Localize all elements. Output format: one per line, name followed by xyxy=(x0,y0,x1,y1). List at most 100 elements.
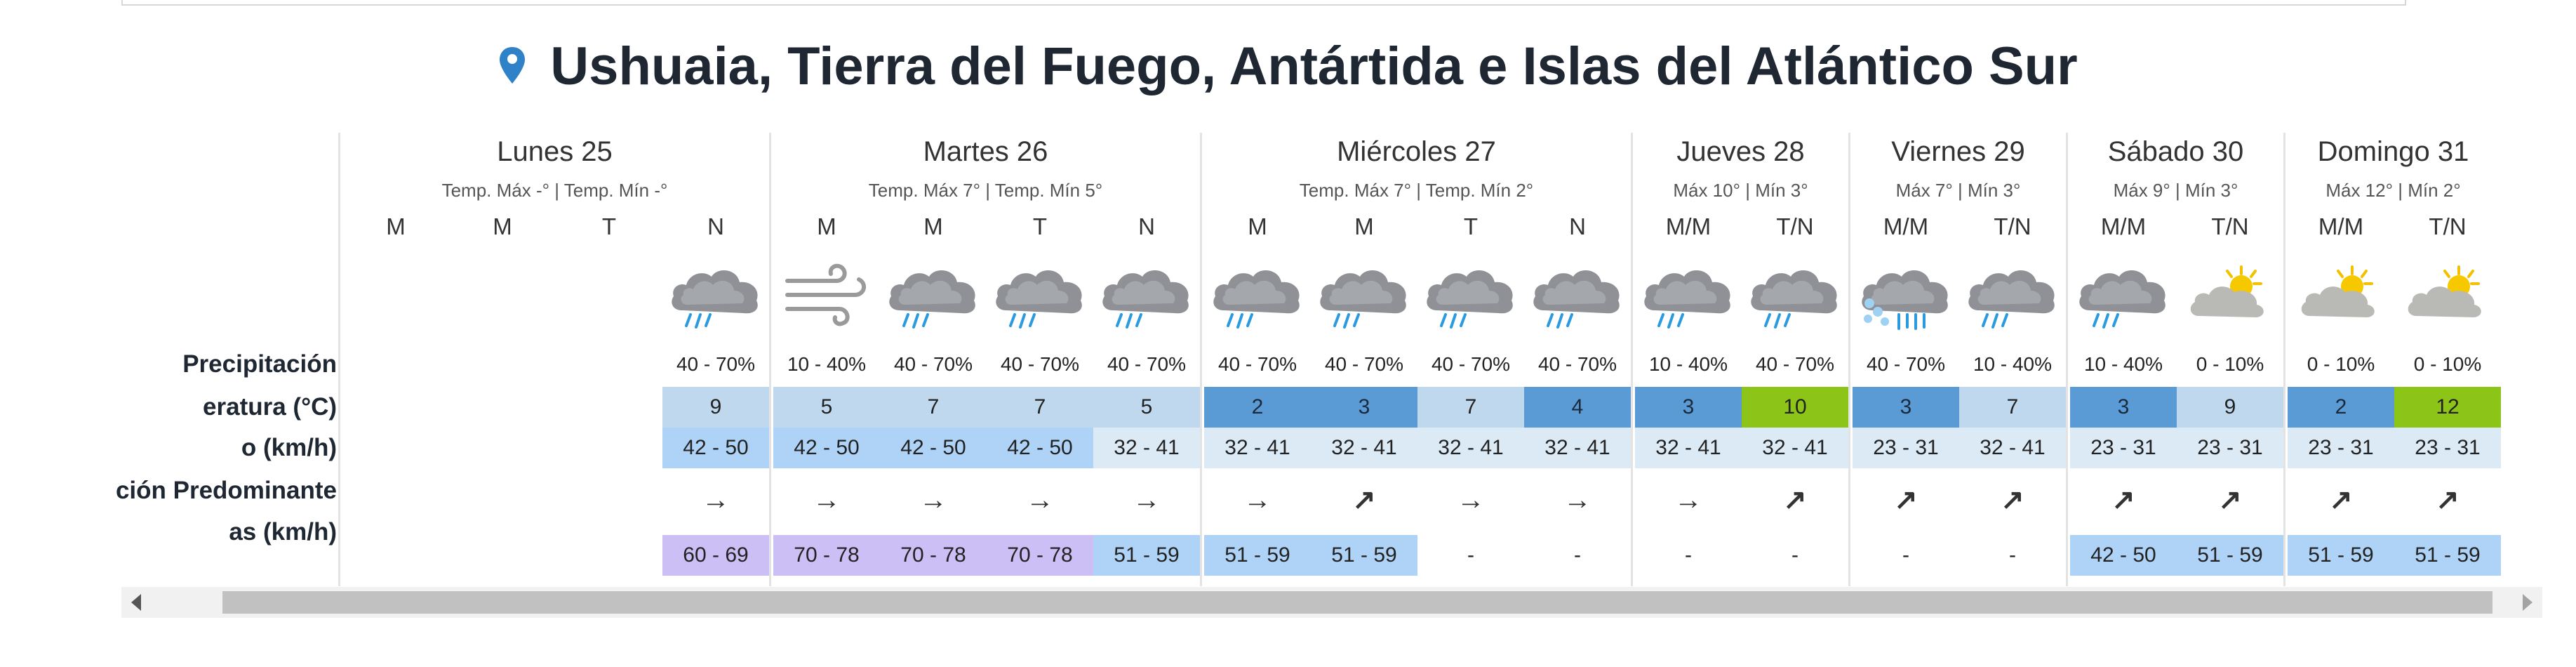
rain-cloud-icon xyxy=(1422,256,1520,333)
wind-speed-cell: 23 - 31 xyxy=(2070,428,2177,468)
precipitation-value: 40 - 70% xyxy=(1000,353,1080,375)
period-column: M 40 - 70% 2 32 - 41 → 51 - 59 xyxy=(1204,133,1311,586)
day-temp-range: Máx 12° | Mín 2° xyxy=(2325,180,2461,201)
precipitation-value: 40 - 70% xyxy=(1537,353,1617,375)
temperature-cell: 9 xyxy=(2177,387,2283,428)
wind-gust-cell: 70 - 78 xyxy=(773,535,880,576)
period-column: M/M 0 - 10% 2 23 - 31 ↗ 51 - 59 xyxy=(2288,133,2394,586)
period-label: T xyxy=(1032,213,1048,239)
period-label: T xyxy=(601,213,617,239)
wind-gust-cell: - xyxy=(1902,543,1909,567)
day-name: Sábado 30 xyxy=(2107,136,2244,167)
wind-speed-cell: 32 - 41 xyxy=(1742,428,1848,468)
rain-cloud-icon xyxy=(1315,256,1413,333)
wind-gust-cell: - xyxy=(1574,543,1581,567)
period-label: M/M xyxy=(1883,213,1929,239)
day-temp-range: Máx 10° | Mín 3° xyxy=(1673,180,1808,201)
temperature-cell: 4 xyxy=(1524,387,1631,428)
wind-speed-cell: 32 - 41 xyxy=(1959,428,2066,468)
wind-direction-icon: ↗ xyxy=(2218,484,2242,515)
period-label: N xyxy=(1138,213,1155,239)
wind-direction-icon: ↗ xyxy=(2436,484,2460,515)
period-column: T/N 0 - 10% 12 23 - 31 ↗ 51 - 59 xyxy=(2394,133,2501,586)
period-label: M xyxy=(493,213,512,239)
period-column: T/N 0 - 10% 9 23 - 31 ↗ 51 - 59 xyxy=(2177,133,2283,586)
wind-direction-icon: → xyxy=(1133,484,1161,515)
wind-gust-cell: 51 - 59 xyxy=(1204,535,1311,576)
precipitation-value: 40 - 70% xyxy=(893,353,973,375)
temperature-cell: 9 xyxy=(662,387,769,428)
snow-rain-icon xyxy=(1857,256,1955,333)
precipitation-value: 10 - 40% xyxy=(2083,353,2163,375)
day-name: Martes 26 xyxy=(923,136,1048,167)
wind-speed-cell: 32 - 41 xyxy=(1093,428,1200,468)
precipitation-value: 10 - 40% xyxy=(1648,353,1728,375)
scroll-left-arrow-icon[interactable] xyxy=(131,594,141,611)
precipitation-value: 40 - 70% xyxy=(676,353,756,375)
period-column: M xyxy=(342,133,449,586)
day-temp-range: Temp. Máx 7° | Temp. Mín 2° xyxy=(1299,180,1534,201)
day-column: Lunes 25 Temp. Máx -° | Temp. Mín -° M M T N 4… xyxy=(338,133,769,586)
period-column: M/M 10 - 40% 3 32 - 41 → - xyxy=(1635,133,1742,586)
horizontal-scrollbar[interactable] xyxy=(121,587,2542,618)
period-column: T/N 40 - 70% 10 32 - 41 ↗ - xyxy=(1742,133,1848,586)
day-column: Viernes 29 Máx 7° | Mín 3° M/M 40 - 70% 3 23 … xyxy=(1848,133,2066,586)
wind-gust-cell: - xyxy=(1685,543,1692,567)
wind-gust-cell: 51 - 59 xyxy=(2394,535,2501,576)
day-column: Martes 26 Temp. Máx 7° | Temp. Mín 5° M 10 … xyxy=(769,133,1200,586)
page-title: Ushuaia, Tierra del Fuego, Antártida e I… xyxy=(0,32,2576,102)
period-column: N 40 - 70% 9 42 - 50 → 60 - 69 xyxy=(662,133,769,586)
partly-cloudy-icon xyxy=(2181,256,2279,333)
period-label: T/N xyxy=(1776,213,1814,239)
precipitation-value: 0 - 10% xyxy=(2307,353,2375,375)
row-label-precipitation: Precipitación xyxy=(182,350,337,378)
period-column: T 40 - 70% 7 42 - 50 → 70 - 78 xyxy=(987,133,1093,586)
temperature-cell: 3 xyxy=(2070,387,2177,428)
period-label: M/M xyxy=(2100,213,2147,239)
precipitation-value: 0 - 10% xyxy=(2196,353,2264,375)
row-label-temperature: eratura (°C) xyxy=(203,393,337,421)
period-label: T/N xyxy=(1994,213,2031,239)
period-column: M 40 - 70% 7 42 - 50 → 70 - 78 xyxy=(880,133,987,586)
wind-direction-icon: → xyxy=(813,484,841,515)
day-column: Jueves 28 Máx 10° | Mín 3° M/M 10 - 40% 3 32 … xyxy=(1631,133,1848,586)
precipitation-value: 40 - 70% xyxy=(1755,353,1835,375)
period-column: M/M 10 - 40% 3 23 - 31 ↗ 42 - 50 xyxy=(2070,133,2177,586)
top-panel-edge xyxy=(121,0,2406,6)
precipitation-value: 40 - 70% xyxy=(1431,353,1511,375)
period-label: M/M xyxy=(1665,213,1711,239)
period-label: M xyxy=(386,213,406,239)
row-label-gusts: as (km/h) xyxy=(229,518,337,546)
forecast-grid[interactable]: Lunes 25 Temp. Máx -° | Temp. Mín -° M M T N 4… xyxy=(338,133,2576,586)
precipitation-value: 10 - 40% xyxy=(787,353,867,375)
temperature-cell xyxy=(342,387,449,428)
wind-speed-cell: 32 - 41 xyxy=(1204,428,1311,468)
period-label: T xyxy=(1463,213,1479,239)
wind-gust-cell: 51 - 59 xyxy=(1311,535,1417,576)
rain-cloud-icon xyxy=(667,256,765,333)
wind-gust-cell xyxy=(449,535,556,576)
rain-cloud-icon xyxy=(1528,256,1627,333)
row-label-wind: o (km/h) xyxy=(241,434,337,461)
scrollbar-thumb[interactable] xyxy=(222,591,2492,614)
wind-gust-cell: 70 - 78 xyxy=(987,535,1093,576)
wind-speed-cell: 32 - 41 xyxy=(1311,428,1417,468)
day-temp-range: Máx 7° | Mín 3° xyxy=(1895,180,2021,201)
period-column: N 40 - 70% 4 32 - 41 → - xyxy=(1524,133,1631,586)
wind-gust-cell: 51 - 59 xyxy=(1093,535,1200,576)
wind-icon xyxy=(778,256,876,333)
wind-direction-icon: → xyxy=(1026,484,1054,515)
wind-direction-icon xyxy=(342,475,449,524)
scroll-right-arrow-icon[interactable] xyxy=(2523,594,2532,611)
wind-speed-cell xyxy=(342,428,449,468)
temperature-cell xyxy=(556,387,662,428)
period-column: M xyxy=(449,133,556,586)
wind-direction-icon xyxy=(449,475,556,524)
wind-gust-cell xyxy=(342,535,449,576)
period-column: T/N 10 - 40% 7 32 - 41 ↗ - xyxy=(1959,133,2066,586)
empty-icon xyxy=(453,256,552,333)
day-name: Domingo 31 xyxy=(2317,136,2469,167)
wind-gust-cell: 51 - 59 xyxy=(2288,535,2394,576)
wind-direction-icon: ↗ xyxy=(2001,484,2024,515)
precipitation-value: 40 - 70% xyxy=(1324,353,1404,375)
